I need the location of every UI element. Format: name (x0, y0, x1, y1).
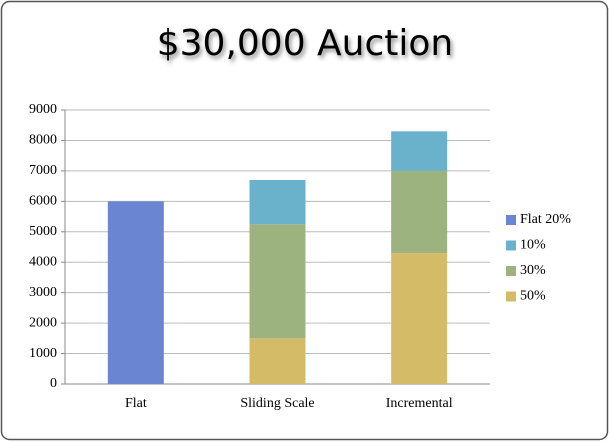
bar-segment (391, 253, 448, 384)
y-tick-label: 7000 (29, 163, 57, 178)
legend-label: 50% (520, 289, 546, 304)
y-tick-label: 5000 (29, 224, 57, 239)
y-tick-label: 0 (50, 376, 57, 391)
legend-label: 10% (520, 238, 546, 253)
legend-swatch (506, 240, 516, 251)
y-tick-label: 2000 (29, 315, 57, 330)
x-tick-label: Flat (125, 396, 147, 411)
x-tick-label: Incremental (386, 396, 453, 411)
y-tick-label: 6000 (29, 194, 57, 209)
legend-label: Flat 20% (520, 212, 571, 227)
bar-segment (249, 180, 306, 225)
legend-swatch (506, 266, 516, 276)
legend-swatch (506, 215, 516, 225)
y-tick-label: 9000 (29, 102, 57, 117)
y-tick-label: 8000 (29, 133, 57, 148)
y-tick-label: 4000 (29, 254, 57, 269)
y-tick-label: 1000 (29, 346, 57, 361)
bar-segment (391, 131, 448, 171)
chart-title: $30,000 Auction (157, 23, 454, 64)
bar-segment (249, 338, 306, 384)
y-tick-label: 3000 (29, 285, 57, 300)
bar-segment (107, 201, 164, 384)
x-tick-label: Sliding Scale (240, 396, 314, 411)
legend-swatch (506, 291, 516, 302)
bar-segment (391, 170, 448, 254)
bar-segment (249, 224, 306, 339)
legend-label: 30% (520, 263, 546, 278)
